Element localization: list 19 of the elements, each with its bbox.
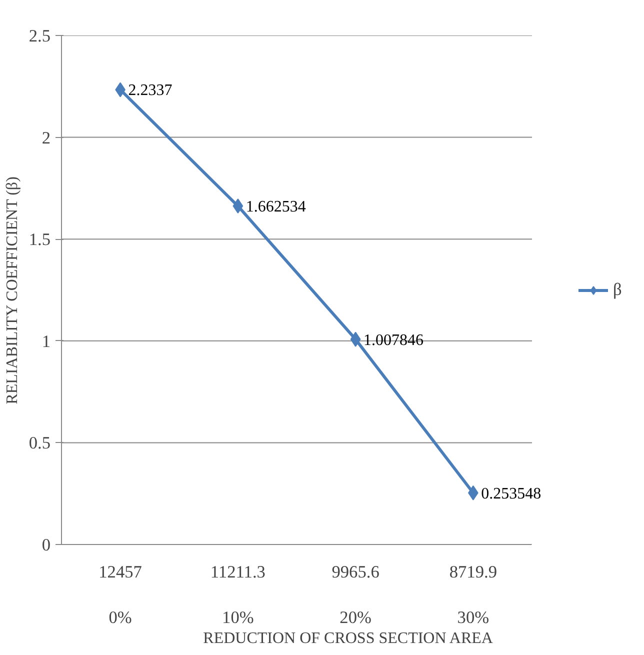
y-tick-label: 1 [42, 332, 51, 351]
category-label: 8719.9 30% [449, 562, 498, 628]
point [232, 198, 244, 214]
y-tick-label: 0.5 [28, 434, 51, 453]
y-tick-label: 2.5 [28, 26, 51, 46]
y-tick-label: 2 [42, 128, 51, 148]
y-tick-label: 0 [42, 536, 51, 554]
y-axis-title: RELIABILITY COEFFICIENT (β) [4, 176, 21, 404]
point [350, 332, 361, 347]
y-tick-label: 1.5 [28, 230, 51, 250]
category-label: 9965.6 20% [332, 562, 380, 628]
category-label: 12457 0% [98, 562, 142, 628]
data-label: 1.662534 [246, 198, 306, 216]
data-label: 2.2337 [128, 82, 172, 100]
data-label: 1.007846 [364, 332, 424, 349]
legend-label: β [613, 280, 623, 300]
data-label: 0.253548 [481, 485, 542, 502]
category-label: 11211.3 10% [210, 562, 266, 628]
x-axis-title: REDUCTION OF CROSS SECTION AREA [203, 630, 494, 648]
